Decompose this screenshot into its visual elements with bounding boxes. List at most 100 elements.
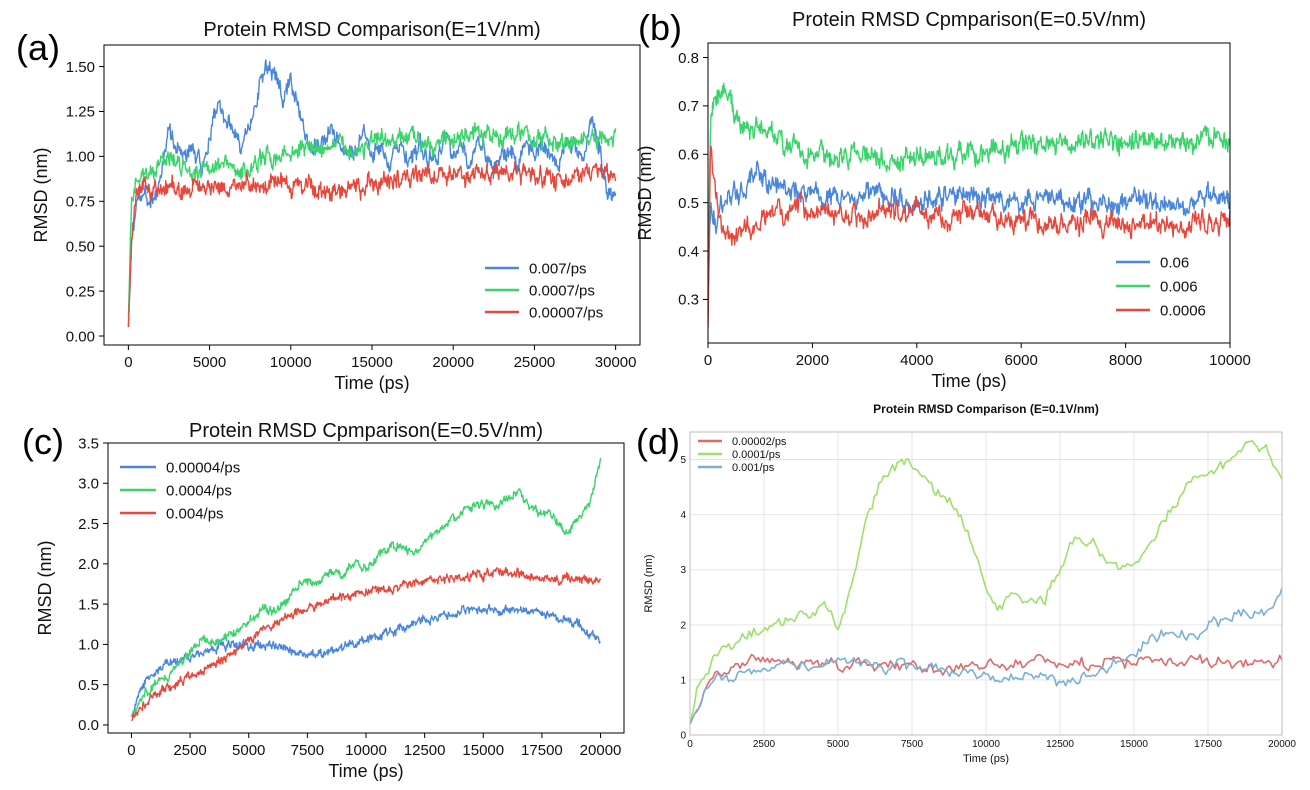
legend-label: 0.004/ps <box>166 505 224 522</box>
chart-title: Protein RMSD Comparison(E=1V/nm) <box>203 19 540 41</box>
x-tick-label: 15000 <box>351 354 393 371</box>
legend-label: 0.0007/ps <box>529 282 595 299</box>
x-tick-label: 30000 <box>595 354 637 371</box>
y-axis-label: RMSD (nm) <box>35 541 55 636</box>
y-axis-label: RMSD (nm) <box>635 146 655 241</box>
x-tick-label: 5000 <box>193 354 226 371</box>
legend: 0.00004/ps 0.0004/ps 0.004/ps <box>120 459 240 522</box>
y-tick-label: 1.50 <box>66 59 95 76</box>
y-tick-label: 4 <box>680 510 686 521</box>
y-tick-label: 0.00 <box>66 328 95 345</box>
x-tick-label: 2500 <box>753 739 776 750</box>
x-tick-label: 10000 <box>972 739 1000 750</box>
y-tick-label: 0.50 <box>66 238 95 255</box>
x-tick-label: 0 <box>124 354 132 371</box>
y-tick-label: 0.75 <box>66 194 95 211</box>
y-tick-label: 2.0 <box>78 556 99 573</box>
x-tick-label: 20000 <box>1268 739 1296 750</box>
x-axis-label: Time (ps) <box>931 371 1006 391</box>
chart-panel-2: 0 2000 4000 6000 8000 10000 0.3 0.4 0.5 0.6 0.7 0.8… <box>635 9 1251 391</box>
x-tick-label: 12500 <box>1046 739 1074 750</box>
legend-label: 0.06 <box>1160 254 1189 271</box>
x-tick-label: 4000 <box>900 352 933 369</box>
x-tick-label: 7500 <box>901 739 924 750</box>
chart-panel-1: 0 5000 10000 15000 20000 25000 30000 0.00 0.25 0.… <box>31 19 641 393</box>
panel-label-b: (b) <box>638 7 682 48</box>
x-tick-label: 5000 <box>232 742 265 759</box>
x-tick-label: 17500 <box>521 742 563 759</box>
legend-label: 0.001/ps <box>732 462 775 474</box>
legend: 0.06 0.006 0.0006 <box>1116 254 1206 319</box>
y-tick-label: 0.7 <box>678 98 699 115</box>
panel-label-c: (c) <box>22 421 64 462</box>
y-tick-label: 0.8 <box>678 50 699 67</box>
series-line-3 <box>127 160 617 328</box>
series-line-2 <box>708 82 1230 300</box>
x-tick-label: 25000 <box>514 354 556 371</box>
chart-title: Protein RMSD Comparison (E=0.1V/nm) <box>873 402 1099 416</box>
x-tick-label: 10000 <box>1209 352 1251 369</box>
legend-label: 0.006 <box>1160 278 1198 295</box>
legend-label: 0.00004/ps <box>166 459 240 476</box>
x-tick-label: 20000 <box>432 354 474 371</box>
y-tick-label: 3 <box>680 565 686 576</box>
series-line-3 <box>708 145 1230 329</box>
x-tick-label: 12500 <box>404 742 446 759</box>
legend: 0.007/ps 0.0007/ps 0.00007/ps <box>485 260 603 321</box>
chart-panel-3: 0 2500 5000 7500 10000 12500 15000 17500 20000 0.… <box>35 420 625 781</box>
panel-label-a: (a) <box>16 27 60 68</box>
series-line-1 <box>127 59 617 328</box>
legend-label: 0.00002/ps <box>732 436 787 448</box>
y-tick-label: 0 <box>680 731 686 742</box>
y-tick-label: 1 <box>680 675 686 686</box>
chart-title: Protein RMSD Cpmparison(E=0.5V/nm) <box>189 420 543 442</box>
series-line-1 <box>690 653 1282 725</box>
series-line-2 <box>127 121 617 319</box>
x-tick-label: 6000 <box>1005 352 1038 369</box>
y-tick-label: 0.5 <box>78 677 99 694</box>
x-tick-label: 2500 <box>173 742 206 759</box>
x-tick-label: 15000 <box>1120 739 1148 750</box>
y-tick-label: 1.5 <box>78 596 99 613</box>
legend: 0.00002/ps0.0001/ps0.001/ps <box>698 436 787 474</box>
panel-label-d: (d) <box>636 421 680 462</box>
x-tick-label: 0 <box>127 742 135 759</box>
y-tick-label: 2.5 <box>78 516 99 533</box>
x-tick-label: 15000 <box>462 742 504 759</box>
x-tick-label: 17500 <box>1194 739 1222 750</box>
y-axis-label: RMSD (nm) <box>643 554 655 612</box>
chart-title: Protein RMSD Cpmparison(E=0.5V/nm) <box>792 9 1146 31</box>
x-tick-label: 8000 <box>1109 352 1142 369</box>
legend-label: 0.0001/ps <box>732 449 781 461</box>
y-tick-label: 0.3 <box>678 292 699 309</box>
legend-label: 0.007/ps <box>529 260 587 277</box>
y-tick-label: 0.0 <box>78 717 99 734</box>
x-axis-label: Time (ps) <box>963 753 1009 765</box>
y-tick-label: 3.5 <box>78 435 99 452</box>
chart-panel-4: 0 2500 5000 7500 10000 12500 15000 17500 20000 0 1… <box>643 402 1296 765</box>
series-line-3 <box>690 587 1282 725</box>
x-tick-label: 20000 <box>580 742 622 759</box>
x-tick-label: 2000 <box>796 352 829 369</box>
series-line-3 <box>130 566 602 722</box>
legend-label: 0.0006 <box>1160 302 1206 319</box>
y-tick-label: 0.4 <box>678 243 699 260</box>
series-line-2 <box>130 457 602 718</box>
y-tick-label: 2 <box>680 620 686 631</box>
x-tick-label: 10000 <box>345 742 387 759</box>
series-line-1 <box>708 160 1230 300</box>
x-tick-label: 0 <box>704 352 712 369</box>
series-line-1 <box>130 603 601 719</box>
x-tick-label: 10000 <box>270 354 312 371</box>
plot-frame <box>689 431 1283 736</box>
plot-frame <box>707 42 1231 344</box>
y-tick-label: 3.0 <box>78 476 99 493</box>
plot-frame <box>103 44 641 346</box>
y-tick-label: 1.00 <box>66 149 95 166</box>
y-tick-label: 0.5 <box>678 195 699 212</box>
x-tick-label: 7500 <box>291 742 324 759</box>
y-tick-label: 1.25 <box>66 104 95 121</box>
y-tick-label: 0.6 <box>678 147 699 164</box>
series-line-2 <box>690 440 1282 725</box>
